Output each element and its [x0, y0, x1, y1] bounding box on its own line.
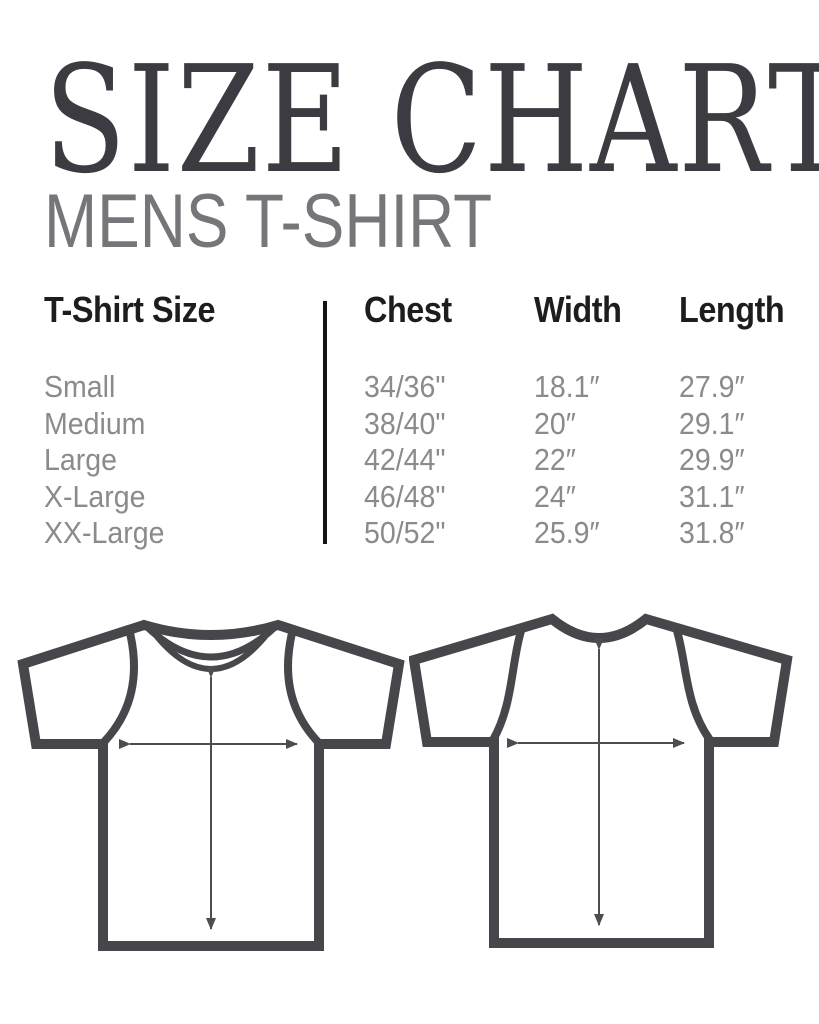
length-cell: 31.8″: [679, 515, 745, 550]
width-cell: 22″: [534, 442, 576, 477]
tshirt-back-outline: [409, 613, 793, 948]
chest-cell: 38/40": [364, 405, 446, 441]
tshirt-front-armhole-left: [101, 632, 138, 745]
tshirt-back-armhole-right: [673, 629, 714, 743]
chest-cell: 46/48": [364, 478, 446, 514]
table-divider-line: [323, 301, 327, 544]
column-width: Width 18.1″ 20″ 22″ 24″ 25.9″: [534, 288, 631, 552]
length-cell: 29.9″: [679, 442, 745, 477]
tshirt-front-armhole-right: [284, 632, 321, 745]
size-cell: Small: [44, 369, 116, 404]
size-cell: X-Large: [44, 478, 146, 514]
column-length: Length 27.9″ 29.1″ 29.9″ 31.1″ 31.8″: [679, 288, 796, 552]
chest-cell: 50/52": [364, 515, 446, 550]
width-cell: 18.1″: [534, 369, 600, 404]
column-chest: Chest 34/36" 38/40" 42/44" 46/48" 50/52": [364, 288, 462, 552]
length-cell: 27.9″: [679, 369, 745, 404]
column-size: T-Shirt Size Small Medium Large X-Large …: [44, 288, 234, 552]
width-cell: 20″: [534, 405, 576, 441]
length-cell: 29.1″: [679, 405, 745, 441]
chest-cell: 34/36": [364, 369, 446, 404]
tshirt-front-diagram: [17, 619, 405, 951]
column-header-size: T-Shirt Size: [44, 289, 216, 330]
page-subtitle: MENS T-SHIRT: [44, 179, 493, 264]
size-cell: XX-Large: [44, 515, 165, 550]
column-header-length: Length: [679, 289, 785, 330]
column-header-width: Width: [534, 289, 622, 330]
page-title: SIZE CHART: [44, 34, 819, 206]
size-cell: Medium: [44, 405, 146, 441]
column-header-chest: Chest: [364, 289, 452, 330]
tshirt-back-diagram: [409, 613, 793, 948]
width-cell: 25.9″: [534, 515, 600, 550]
chest-cell: 42/44": [364, 442, 446, 477]
tshirt-back-armhole-left: [489, 629, 525, 742]
width-cell: 24″: [534, 478, 576, 514]
length-cell: 31.1″: [679, 478, 745, 514]
size-cell: Large: [44, 442, 117, 477]
